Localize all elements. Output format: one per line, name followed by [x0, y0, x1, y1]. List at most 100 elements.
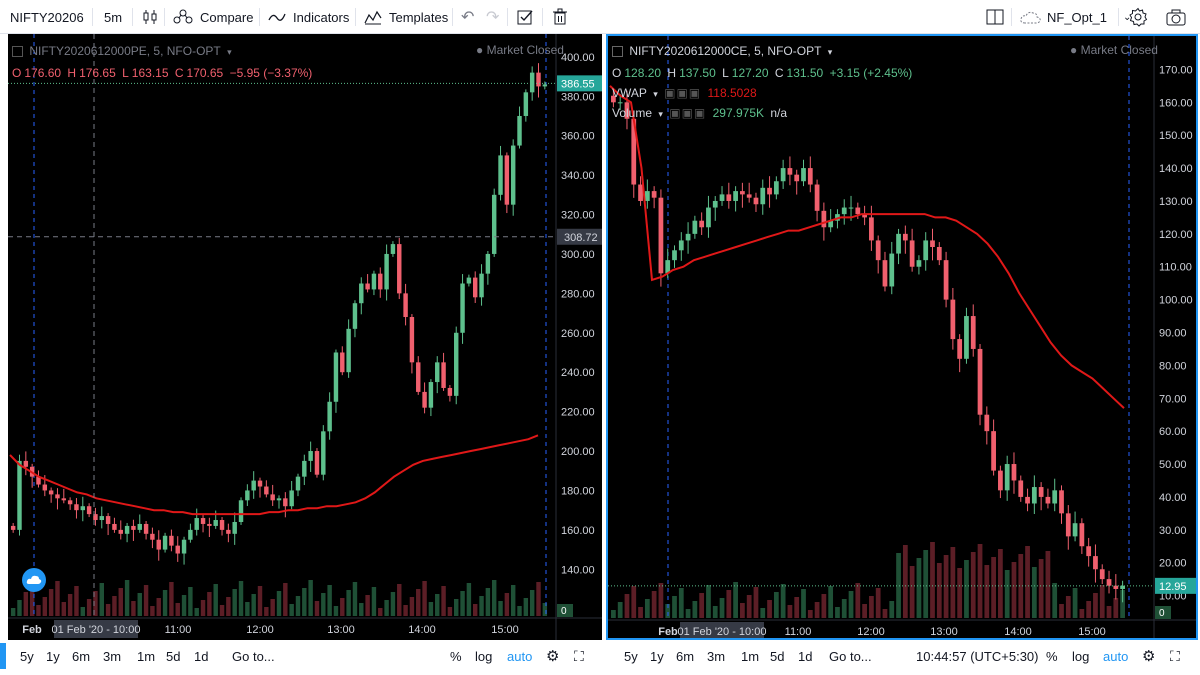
- volume-legend[interactable]: Volume ▾ ▣▣▣ 297.975K n/a: [612, 106, 790, 120]
- left-range-5y[interactable]: 5y: [20, 648, 34, 664]
- left-auto-toggle[interactable]: auto: [507, 648, 533, 664]
- chart-style-button[interactable]: [141, 0, 159, 34]
- right-price-chart[interactable]: 170.00 160.00 150.00 140.00 130.00 120.00 110.…: [608, 36, 1196, 638]
- candle-body: [740, 191, 745, 195]
- right-chart-pane[interactable]: 170.00 160.00 150.00 140.00 130.00 120.00 110.…: [606, 34, 1198, 640]
- fullscreen-icon[interactable]: ⛶: [574, 647, 584, 664]
- volume-bar: [923, 550, 929, 618]
- save-button[interactable]: [516, 0, 534, 34]
- low-value: 163.15: [131, 66, 169, 80]
- snapshot-button[interactable]: [1165, 0, 1187, 34]
- right-symbol-title[interactable]: NIFTY2020612000CE, 5, NFO-OPT: [629, 44, 822, 58]
- candle-body: [1018, 480, 1024, 497]
- undo-button[interactable]: ↶: [461, 0, 474, 34]
- left-range-3m[interactable]: 3m: [103, 648, 122, 664]
- right-auto-toggle[interactable]: auto: [1103, 648, 1129, 664]
- candle-body: [991, 431, 996, 471]
- left-chart-pane[interactable]: 400.00 380.00 360.00 340.00 320.00 300.00 280.…: [8, 34, 602, 640]
- chevron-down-icon[interactable]: ▾: [827, 47, 833, 57]
- right-range-5y[interactable]: 5y: [624, 648, 638, 664]
- right-range-1y[interactable]: 1y: [650, 648, 664, 664]
- right-goto-button[interactable]: Go to...: [829, 648, 872, 664]
- left-range-1d[interactable]: 1d: [194, 648, 209, 664]
- indicators-button[interactable]: Indicators: [267, 0, 349, 34]
- right-range-5d[interactable]: 5d: [770, 648, 785, 664]
- volume-bar: [746, 595, 752, 618]
- volume-label[interactable]: Volume: [612, 106, 653, 120]
- right-percent-toggle[interactable]: %: [1046, 648, 1058, 664]
- left-log-toggle[interactable]: log: [475, 648, 493, 664]
- clock-display[interactable]: 10:44:57 (UTC+5:30): [916, 648, 1039, 664]
- chevron-down-icon[interactable]: ▾: [227, 47, 232, 57]
- chevron-down-icon[interactable]: ▾: [658, 109, 663, 119]
- symbol-search[interactable]: NIFTY20206: [10, 0, 84, 34]
- volume-bar: [631, 586, 637, 618]
- remove-button[interactable]: [552, 0, 568, 34]
- vwap-label[interactable]: VWAP: [612, 86, 647, 100]
- indicator-controls-icon[interactable]: ▣▣▣: [664, 86, 702, 100]
- right-range-1m[interactable]: 1m: [741, 648, 760, 664]
- collapse-legend-icon[interactable]: [12, 46, 23, 58]
- left-range-1m[interactable]: 1m: [137, 648, 156, 664]
- layout-name-button[interactable]: NF_Opt_1 ⌄: [1019, 0, 1131, 34]
- left-price-chart[interactable]: 400.00 380.00 360.00 340.00 320.00 300.00 280.…: [8, 34, 602, 640]
- vwap-legend[interactable]: VWAP ▾ ▣▣▣ 118.5028: [612, 86, 760, 100]
- left-percent-toggle[interactable]: %: [450, 648, 462, 664]
- volume-bar: [916, 558, 922, 618]
- left-range-5d[interactable]: 5d: [166, 648, 181, 664]
- left-market-status: ● Market Closed: [476, 43, 564, 57]
- volume-bar: [658, 583, 664, 618]
- volume-bar: [422, 581, 427, 616]
- change-value: +3.15 (+2.45%): [829, 66, 913, 80]
- right-range-6m[interactable]: 6m: [676, 648, 695, 664]
- candle-body: [1106, 579, 1112, 586]
- status-dot-icon: ●: [1070, 43, 1078, 57]
- volume-bar: [86, 599, 92, 616]
- price-tag-bg: [1155, 577, 1196, 594]
- left-goto-button[interactable]: Go to...: [232, 648, 275, 664]
- candle-body: [726, 194, 732, 201]
- candle-body: [289, 490, 294, 507]
- toolbar-divider: [355, 8, 356, 26]
- candle-body: [638, 184, 643, 201]
- candle-body: [257, 480, 263, 487]
- left-symbol-title[interactable]: NIFTY2020612000PE, 5, NFO-OPT: [29, 44, 221, 58]
- collapse-legend-icon[interactable]: [612, 46, 623, 58]
- redo-button[interactable]: ↷: [486, 0, 499, 34]
- gear-icon[interactable]: ⚙: [546, 648, 560, 665]
- chevron-down-icon[interactable]: ▾: [653, 89, 658, 99]
- candle-body: [807, 168, 813, 185]
- right-range-3m[interactable]: 3m: [707, 648, 726, 664]
- volume-bar: [1113, 598, 1119, 618]
- left-range-6m[interactable]: 6m: [72, 648, 91, 664]
- volume-bar: [1065, 596, 1071, 618]
- volume-bar: [875, 588, 881, 618]
- candle-body: [977, 348, 983, 415]
- right-legend-title: NIFTY2020612000CE, 5, NFO-OPT ▾: [612, 44, 835, 58]
- candle-body: [447, 387, 453, 396]
- volume-tag: 0: [561, 606, 567, 617]
- volume-bar: [447, 607, 453, 616]
- right-range-1d[interactable]: 1d: [798, 648, 813, 664]
- interval-button[interactable]: 5m: [104, 0, 122, 34]
- volume-bar: [289, 604, 294, 616]
- candle-body: [131, 525, 136, 530]
- right-log-toggle[interactable]: log: [1072, 648, 1090, 664]
- indicator-controls-icon[interactable]: ▣▣▣: [669, 106, 707, 120]
- settings-button[interactable]: [1128, 0, 1148, 34]
- fullscreen-icon[interactable]: ⛶: [1170, 647, 1180, 664]
- volume-bar: [232, 589, 237, 616]
- volume-bar: [1031, 567, 1037, 618]
- compare-button[interactable]: Compare: [172, 0, 253, 34]
- side-handle[interactable]: [0, 643, 6, 669]
- y-tick-label: 140.00: [561, 564, 595, 576]
- volume-bar: [105, 604, 111, 616]
- volume-tag-bg: [557, 604, 573, 617]
- gear-icon[interactable]: ⚙: [1142, 648, 1156, 665]
- volume-bar: [55, 581, 60, 616]
- templates-button[interactable]: Templates: [363, 0, 448, 34]
- left-range-1y[interactable]: 1y: [46, 648, 60, 664]
- high-label: H: [667, 66, 677, 80]
- layout-button[interactable]: [985, 0, 1005, 34]
- cloud-logo-icon[interactable]: [22, 568, 46, 592]
